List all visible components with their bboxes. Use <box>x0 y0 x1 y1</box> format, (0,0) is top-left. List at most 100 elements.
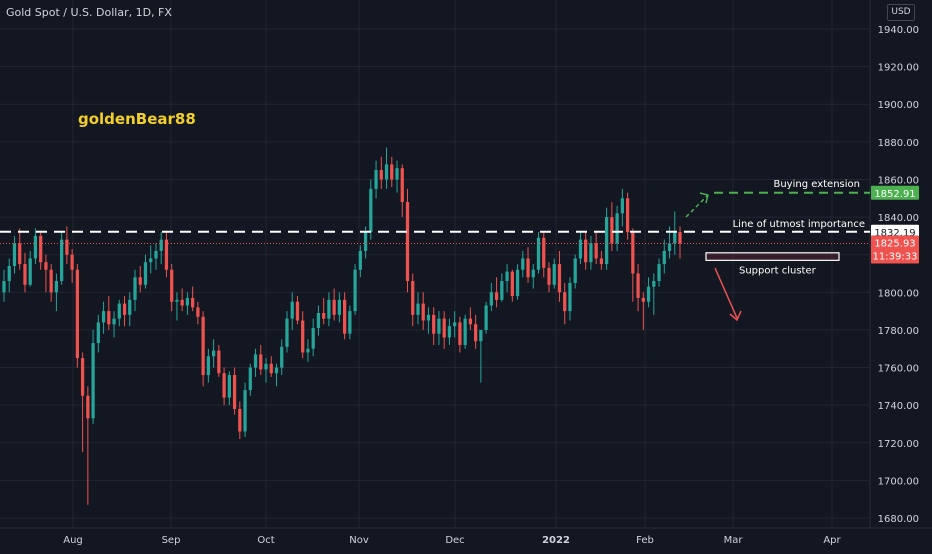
candle-body <box>243 390 247 432</box>
candle-body <box>211 350 216 357</box>
candle-body <box>657 264 661 282</box>
candle-body <box>112 318 116 325</box>
red-arrowhead-icon <box>729 310 742 322</box>
candle-body <box>500 281 504 300</box>
candle-body <box>232 375 237 409</box>
candle-body <box>91 343 95 419</box>
utmost-importance-price-tag-bg <box>871 224 919 239</box>
candle-body <box>18 243 22 265</box>
candle-body <box>185 297 190 306</box>
candle-body <box>290 301 294 319</box>
current-price-tag: 1825.93 <box>874 239 915 250</box>
candle-body <box>33 235 38 259</box>
candle-body <box>542 237 546 268</box>
candle-body <box>101 311 106 323</box>
candle-body <box>536 237 541 270</box>
candle-body <box>170 269 174 302</box>
candle-body <box>453 322 457 327</box>
x-tick-label: Oct <box>257 535 274 546</box>
candle-body <box>238 408 242 432</box>
candle-body <box>154 250 158 259</box>
candle-body <box>615 213 619 244</box>
watermark-text: goldenBear88 <box>78 110 196 128</box>
candle-body <box>23 264 27 285</box>
candle-body <box>463 318 467 345</box>
candle-body <box>610 217 614 244</box>
utmost-importance-label: Line of utmost importance <box>733 219 865 230</box>
candle-body <box>348 311 352 334</box>
candle-body <box>227 375 231 398</box>
candle-body <box>117 303 121 319</box>
candle-body <box>358 250 362 270</box>
candle-body <box>678 232 682 244</box>
candle-body <box>322 312 326 319</box>
candle-body <box>138 277 142 285</box>
candle-body <box>65 239 69 255</box>
x-tick-label: Feb <box>636 535 654 546</box>
candle-body <box>400 168 404 203</box>
candle-body <box>515 269 520 297</box>
candle-body <box>107 311 111 325</box>
y-tick-label: 1920.00 <box>878 63 919 74</box>
candle-body <box>484 305 488 330</box>
candle-body <box>442 318 446 338</box>
candle-body <box>631 232 635 274</box>
candle-body <box>505 271 509 282</box>
candle-body <box>149 258 153 263</box>
candle-body <box>531 269 535 278</box>
candle-body <box>547 267 551 285</box>
candle-body <box>196 307 200 317</box>
candle-body <box>646 286 651 302</box>
y-tick-label: 1840.00 <box>878 213 919 224</box>
candle-body <box>557 264 562 293</box>
candle-body <box>589 243 593 263</box>
candle-body <box>667 243 672 251</box>
candle-body <box>253 354 258 368</box>
support-cluster-box[interactable] <box>705 252 840 261</box>
candle-body <box>96 322 100 344</box>
candle-body <box>60 239 64 282</box>
candle-body <box>301 320 305 353</box>
candle-body <box>437 318 441 334</box>
candle-body <box>222 373 226 398</box>
buying-extension-label: Buying extension <box>773 179 860 190</box>
candle-body <box>175 299 179 302</box>
x-tick-label: Mar <box>724 535 744 546</box>
candle-body <box>563 292 567 312</box>
candle-body <box>494 292 499 300</box>
candle-body <box>458 322 462 345</box>
candle-body <box>217 350 221 374</box>
y-tick-label: 1740.00 <box>878 401 919 412</box>
y-tick-label: 1940.00 <box>878 25 919 36</box>
candle-body <box>636 273 640 298</box>
candle-body <box>363 232 368 251</box>
currency-button[interactable]: USD <box>887 4 915 21</box>
candle-body <box>620 198 624 214</box>
y-tick-label: 1720.00 <box>878 439 919 450</box>
candle-body <box>599 258 604 265</box>
y-tick-label: 1860.00 <box>878 175 919 186</box>
candle-body <box>432 314 436 334</box>
candle-body <box>49 269 53 293</box>
candle-body <box>489 292 493 306</box>
buying-extension-price-tag: 1852.91 <box>874 189 915 200</box>
current-price-tag-bg <box>871 235 919 264</box>
candle-body <box>327 299 331 319</box>
countdown-tag: 11:39:33 <box>873 252 918 263</box>
candle-body <box>468 318 473 325</box>
candle-body <box>285 318 289 347</box>
candle-body <box>28 258 32 285</box>
candle-body <box>164 239 169 270</box>
y-tick-label: 1760.00 <box>878 364 919 375</box>
support-cluster-label: Support cluster <box>739 265 817 276</box>
candle-body <box>594 243 598 259</box>
candle-body <box>405 202 410 282</box>
candle-body <box>526 258 530 278</box>
candle-body <box>316 312 321 329</box>
candle-body <box>411 281 415 315</box>
candle-body <box>12 243 17 266</box>
candle-body <box>70 254 74 270</box>
candle-body <box>652 281 656 287</box>
